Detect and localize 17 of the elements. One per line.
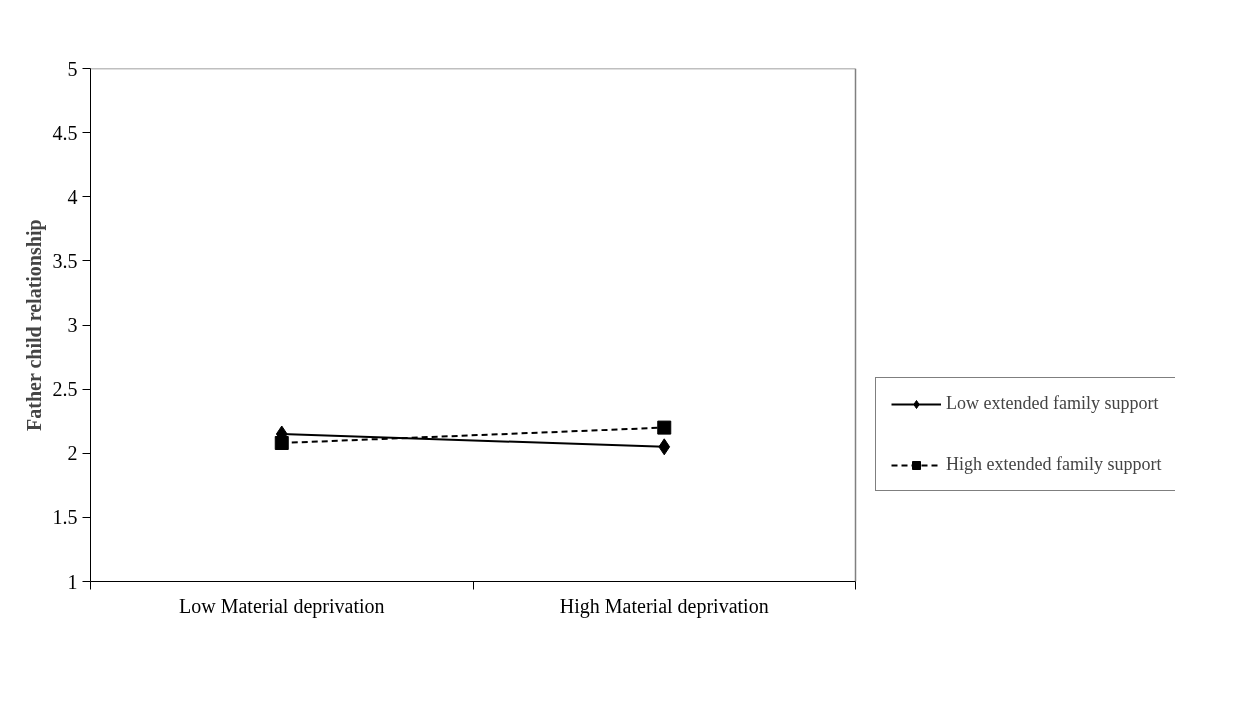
y-tick-label: 4.5 <box>52 121 78 144</box>
legend-label: Low extended family support <box>946 393 1159 414</box>
point <box>274 435 289 450</box>
y-axis-title: Father child relationship <box>22 219 46 431</box>
x-tick-label: Low Material deprivation <box>179 594 385 618</box>
x-tick-label: High Material deprivation <box>559 594 769 618</box>
y-tick-label: 3.5 <box>52 249 78 272</box>
point <box>657 420 672 435</box>
y-tick-label: 5 <box>67 57 78 80</box>
legend-label: High extended family support <box>946 454 1162 475</box>
point <box>658 438 671 456</box>
y-tick-label: 1.5 <box>52 506 78 529</box>
y-tick-label: 1 <box>67 570 78 593</box>
y-tick-label: 3 <box>67 314 78 336</box>
y-tick-label: 2 <box>67 442 78 465</box>
y-tick-label: 4 <box>67 185 78 208</box>
y-tick-label: 2.5 <box>52 378 78 401</box>
